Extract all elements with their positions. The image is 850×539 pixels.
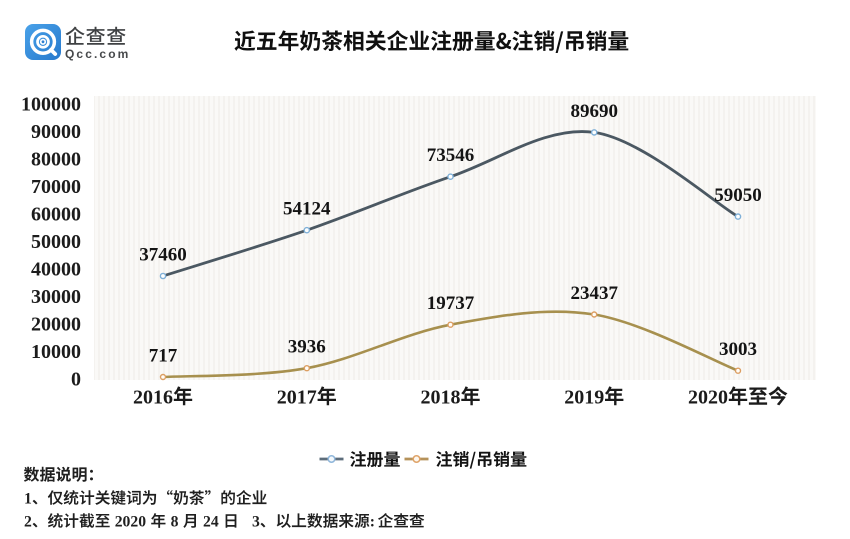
svg-text:10000: 10000 xyxy=(31,341,81,363)
svg-text:2019: 2019 xyxy=(564,387,604,409)
svg-text:717: 717 xyxy=(149,346,178,367)
svg-text:59050: 59050 xyxy=(714,185,762,206)
svg-text:1: 1 xyxy=(24,491,32,508)
svg-text:20000: 20000 xyxy=(31,314,81,336)
svg-text::: : xyxy=(370,514,375,531)
svg-text:Qcc.com: Qcc.com xyxy=(65,47,130,61)
svg-text:8: 8 xyxy=(171,514,179,531)
svg-text:2017: 2017 xyxy=(277,387,317,409)
svg-text:89690: 89690 xyxy=(570,101,618,122)
svg-text:2020: 2020 xyxy=(688,387,728,409)
svg-text:54124: 54124 xyxy=(283,199,331,220)
svg-text:73546: 73546 xyxy=(427,145,475,166)
svg-text:23437: 23437 xyxy=(570,283,618,304)
svg-text:3003: 3003 xyxy=(719,339,757,360)
svg-text:60000: 60000 xyxy=(31,204,81,226)
svg-text:37460: 37460 xyxy=(139,245,187,266)
svg-text:3: 3 xyxy=(252,514,260,531)
svg-text:100000: 100000 xyxy=(21,94,81,116)
svg-text:24: 24 xyxy=(203,514,219,531)
svg-text:19737: 19737 xyxy=(427,293,475,314)
svg-text:2016: 2016 xyxy=(133,387,173,409)
svg-text:3936: 3936 xyxy=(288,337,326,358)
svg-text:80000: 80000 xyxy=(31,149,81,171)
svg-text:40000: 40000 xyxy=(31,259,81,281)
svg-text:90000: 90000 xyxy=(31,121,81,143)
svg-text:2018: 2018 xyxy=(421,387,461,409)
svg-text:0: 0 xyxy=(71,369,81,391)
svg-text:2: 2 xyxy=(24,514,32,531)
svg-text:2020: 2020 xyxy=(115,514,147,531)
svg-text:70000: 70000 xyxy=(31,176,81,198)
svg-text:50000: 50000 xyxy=(31,231,81,253)
svg-text:30000: 30000 xyxy=(31,286,81,308)
